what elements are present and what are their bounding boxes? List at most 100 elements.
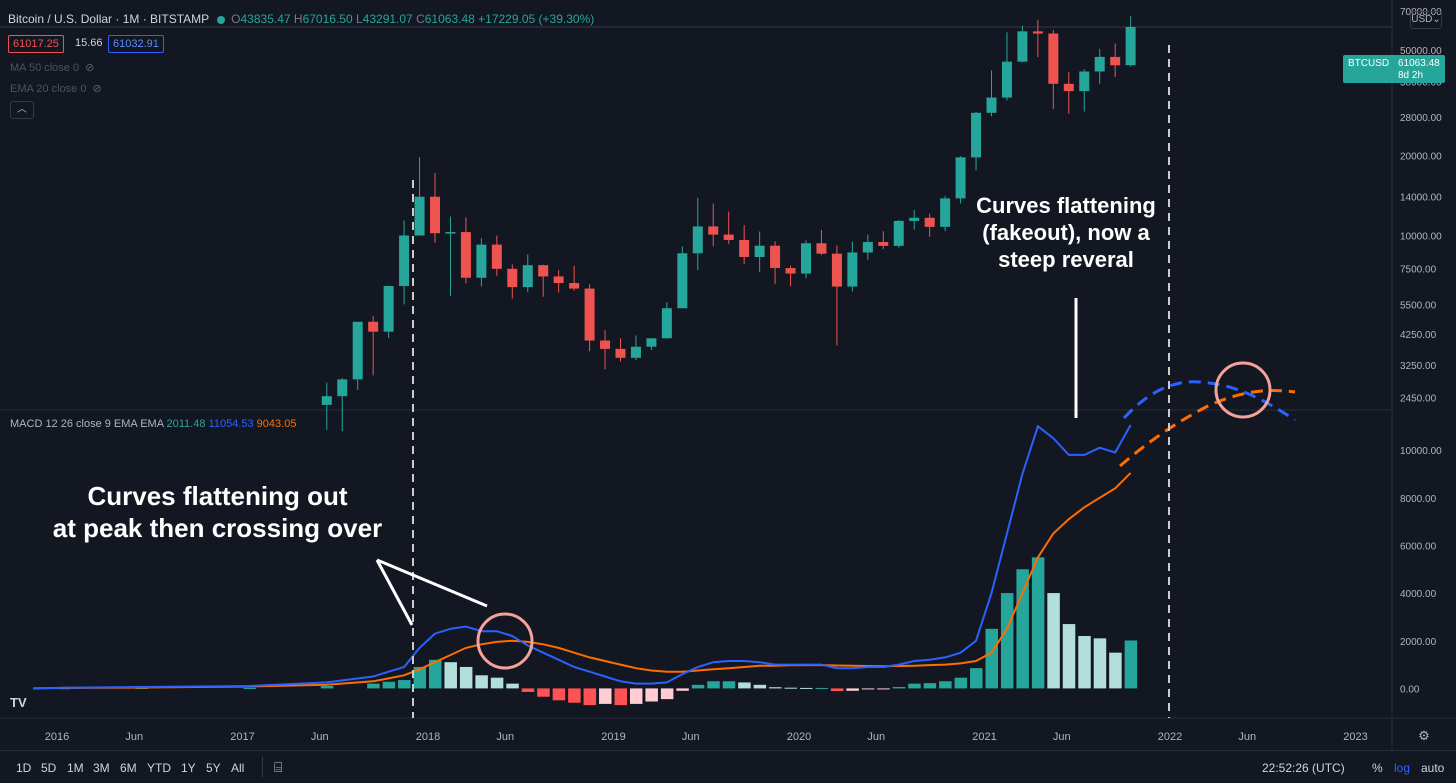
candle[interactable] xyxy=(600,330,611,370)
candle-body xyxy=(1125,26,1136,66)
histogram-bar xyxy=(568,688,581,703)
calendar-range-icon[interactable]: ⌸ xyxy=(274,759,283,775)
market-status-dot xyxy=(217,15,226,24)
histogram-bar xyxy=(738,682,751,689)
candle[interactable] xyxy=(723,211,734,244)
candle-body xyxy=(584,288,595,341)
candle[interactable] xyxy=(584,284,595,352)
timeframe-1m[interactable]: 1M xyxy=(67,761,84,775)
candle[interactable] xyxy=(986,70,997,117)
indicator-ema-row[interactable]: EMA 20 close 0 ⊘ xyxy=(10,82,102,95)
timeframe-5d[interactable]: 5D xyxy=(41,761,57,775)
timeframe-ytd[interactable]: YTD xyxy=(147,761,171,775)
candle[interactable] xyxy=(878,231,889,249)
candle[interactable] xyxy=(909,209,920,230)
timeframe-1d[interactable]: 1D xyxy=(16,761,32,775)
ask-price-button[interactable]: 61032.91 xyxy=(108,35,164,53)
macd-axis-tick: 0.00 xyxy=(1400,684,1420,695)
candle[interactable] xyxy=(368,316,379,376)
candle[interactable] xyxy=(414,157,425,236)
candle[interactable] xyxy=(569,265,580,291)
spread-value: 15.66 xyxy=(75,37,103,49)
candle-body xyxy=(847,252,858,287)
macd-axis-tick: 6000.00 xyxy=(1400,541,1437,552)
chart-canvas[interactable]: 70000.00 50000.00 38000.00 28000.00 20000.00… xyxy=(0,0,1456,750)
collapse-legend-button[interactable]: ︿ xyxy=(10,101,34,119)
candle[interactable] xyxy=(553,270,564,293)
histogram-bar xyxy=(444,662,457,689)
candle[interactable] xyxy=(971,111,982,171)
candle[interactable] xyxy=(1125,16,1136,67)
candle[interactable] xyxy=(831,245,842,346)
timeframe-6m[interactable]: 6M xyxy=(120,761,137,775)
candle[interactable] xyxy=(507,264,518,299)
candle[interactable] xyxy=(785,265,796,287)
candle-body xyxy=(986,97,997,113)
candle[interactable] xyxy=(847,241,858,292)
auto-toggle[interactable]: auto xyxy=(1421,761,1445,775)
macd-legend[interactable]: MACD 12 26 close 9 EMA EMA 2011.48 11054… xyxy=(10,418,296,430)
candle[interactable] xyxy=(321,382,332,430)
candle[interactable] xyxy=(770,241,781,285)
high-value: 67016.50 xyxy=(302,12,353,26)
timeframe-all[interactable]: All xyxy=(231,761,245,775)
candle[interactable] xyxy=(445,216,456,296)
candle[interactable] xyxy=(646,338,657,351)
candle[interactable] xyxy=(893,219,904,248)
candle-body xyxy=(383,286,394,332)
candle[interactable] xyxy=(430,173,440,243)
candle[interactable] xyxy=(383,285,394,338)
candle[interactable] xyxy=(1017,25,1028,63)
timeframe-1y[interactable]: 1Y xyxy=(181,761,196,775)
candle[interactable] xyxy=(955,156,966,204)
time-axis-tick: 2018 xyxy=(416,731,440,743)
candle-body xyxy=(491,244,502,269)
candle[interactable] xyxy=(754,231,765,272)
candle[interactable] xyxy=(522,254,533,293)
candle[interactable] xyxy=(1079,69,1090,112)
candle[interactable] xyxy=(337,378,348,432)
candle[interactable] xyxy=(1048,29,1059,109)
percent-toggle[interactable]: % xyxy=(1372,761,1383,775)
candle[interactable] xyxy=(538,264,549,297)
candle[interactable] xyxy=(630,335,641,361)
candle[interactable] xyxy=(1032,19,1043,58)
candle-body xyxy=(1032,31,1043,34)
candle[interactable] xyxy=(677,246,688,309)
time-axis-tick: Jun xyxy=(1238,731,1256,743)
candle[interactable] xyxy=(476,238,487,287)
candle[interactable] xyxy=(460,217,471,284)
candle[interactable] xyxy=(801,240,811,279)
candle[interactable] xyxy=(615,338,626,362)
settings-gear-icon[interactable]: ⚙ xyxy=(1418,728,1430,743)
candle-body xyxy=(337,379,348,397)
candle[interactable] xyxy=(739,225,750,265)
histogram-bar xyxy=(877,688,890,690)
candle[interactable] xyxy=(862,234,873,260)
candle[interactable] xyxy=(692,197,703,271)
candle[interactable] xyxy=(816,229,827,256)
candle[interactable] xyxy=(924,213,935,237)
candle[interactable] xyxy=(352,321,363,390)
timeframe-3m[interactable]: 3M xyxy=(93,761,110,775)
bid-price-button[interactable]: 61017.25 xyxy=(8,35,64,53)
candle[interactable] xyxy=(399,220,410,305)
candle[interactable] xyxy=(940,195,951,231)
tradingview-logo[interactable]: TV xyxy=(10,695,27,710)
currency-button[interactable]: USD⌄ xyxy=(1410,11,1442,29)
candle-body xyxy=(352,321,363,380)
eye-hidden-icon[interactable]: ⊘ xyxy=(85,62,95,74)
candle[interactable] xyxy=(708,203,719,247)
eye-hidden-icon[interactable]: ⊘ xyxy=(92,83,102,95)
candle[interactable] xyxy=(1094,48,1105,84)
candle[interactable] xyxy=(661,302,672,339)
indicator-ma-row[interactable]: MA 50 close 0 ⊘ xyxy=(10,61,94,74)
candle[interactable] xyxy=(1063,72,1074,114)
timeframe-5y[interactable]: 5Y xyxy=(206,761,221,775)
log-toggle[interactable]: log xyxy=(1394,761,1411,775)
candle[interactable] xyxy=(1001,32,1012,101)
candle[interactable] xyxy=(491,235,502,276)
symbol-title[interactable]: Bitcoin / U.S. Dollar · 1M · BITSTAMP xyxy=(8,12,210,26)
candle[interactable] xyxy=(1110,43,1121,77)
clock-time[interactable]: 22:52:26 (UTC) xyxy=(1262,761,1345,775)
